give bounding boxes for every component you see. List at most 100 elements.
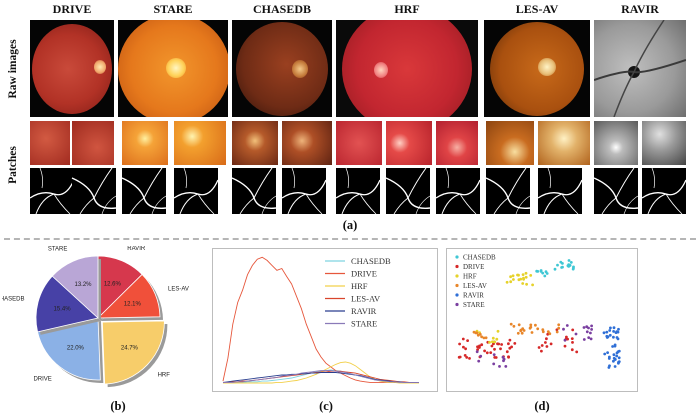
column-header-les-av: LES-AV bbox=[515, 2, 559, 16]
scatter-point-hrf bbox=[511, 274, 515, 278]
scatter-point-stare bbox=[565, 324, 569, 327]
scatter-point-drive bbox=[493, 347, 496, 351]
scatter-point-chasedb bbox=[566, 264, 570, 268]
scatter-point-hrf bbox=[522, 276, 525, 280]
row-label-patches: Patches bbox=[7, 146, 19, 184]
raw-image-hrf bbox=[336, 20, 478, 117]
patch-chasedb-2 bbox=[282, 121, 332, 165]
scatter-point-drive bbox=[507, 342, 510, 346]
scatter-legend-label-drive: DRIVE bbox=[463, 263, 484, 271]
scatter-point-hrf bbox=[524, 275, 528, 279]
pie-percent-stare: 13.2% bbox=[75, 282, 93, 288]
column-header-hrf: HRF bbox=[394, 2, 420, 16]
scatter-point-stare bbox=[582, 338, 586, 341]
scatter-point-hrf bbox=[509, 275, 512, 279]
scatter-point-drive bbox=[465, 356, 469, 359]
scatter-point-drive bbox=[476, 348, 479, 351]
column-header-stare: STARE bbox=[153, 2, 193, 16]
scatter-point-ravir bbox=[614, 331, 618, 334]
scatter-legend-label-stare: STARE bbox=[463, 301, 485, 309]
scatter-point-les-av bbox=[541, 328, 545, 332]
pie-percent-les-av: 12.1% bbox=[124, 302, 142, 308]
scatter-point-drive bbox=[466, 339, 469, 342]
scatter-point-ravir bbox=[612, 359, 615, 363]
scatter-point-ravir bbox=[606, 335, 610, 339]
scatter-point-stare bbox=[562, 327, 565, 331]
pie-slice-hrf bbox=[101, 320, 165, 385]
scatter-point-ravir bbox=[607, 366, 611, 369]
scatter-point-stare bbox=[585, 330, 589, 334]
scatter-point-drive bbox=[513, 342, 517, 345]
scatter-point-hrf bbox=[516, 273, 519, 277]
line-series-ravir bbox=[222, 372, 419, 383]
row-label-raw-images: Raw images bbox=[7, 39, 19, 99]
scatter-point-ravir bbox=[612, 353, 616, 357]
scatter-point-hrf bbox=[519, 277, 523, 281]
scatter-point-ravir bbox=[615, 336, 619, 339]
pie-percent-drive: 22.0% bbox=[67, 346, 85, 352]
patch-ravir-1 bbox=[594, 121, 638, 165]
scatter-point-les-av bbox=[536, 327, 540, 331]
scatter-point-hrf bbox=[491, 336, 495, 340]
scatter-point-stare bbox=[475, 350, 479, 354]
raw-image-drive bbox=[30, 20, 114, 117]
scatter-point-les-av bbox=[530, 331, 534, 334]
patch-hrf-3 bbox=[436, 121, 478, 165]
scatter-point-les-av bbox=[480, 335, 483, 339]
column-header-chasedb: CHASEDB bbox=[252, 2, 311, 16]
scatter-point-les-av bbox=[519, 328, 523, 332]
pie-slice-stare bbox=[51, 255, 99, 319]
scatter-point-stare bbox=[589, 337, 593, 341]
scatter-point-les-av bbox=[516, 331, 520, 335]
legend-label-ravir: RAVIR bbox=[351, 306, 377, 316]
scatter-legend-marker-les-av bbox=[455, 283, 459, 288]
line-series-stare bbox=[223, 370, 419, 383]
scatter-point-stare bbox=[504, 365, 508, 368]
scatter-point-les-av bbox=[529, 323, 533, 327]
patch-hrf-1 bbox=[336, 121, 382, 165]
scatter-legend-label-ravir: RAVIR bbox=[463, 292, 484, 300]
pie-percent-hrf: 24.7% bbox=[121, 346, 139, 352]
scatter-point-chasedb bbox=[572, 265, 575, 269]
scatter-point-stare bbox=[502, 359, 505, 363]
scatter-point-hrf bbox=[524, 271, 528, 275]
scatter-point-stare bbox=[589, 331, 592, 335]
scatter-point-ravir bbox=[605, 330, 609, 334]
scatter-point-hrf bbox=[491, 340, 494, 344]
scatter-point-drive bbox=[565, 335, 568, 339]
panel-label-d: (d) bbox=[534, 399, 550, 413]
scatter-point-les-av bbox=[555, 330, 559, 334]
scatter-point-drive bbox=[508, 338, 512, 342]
scatter-point-ravir bbox=[606, 351, 609, 354]
line-chart-frame bbox=[212, 248, 438, 392]
scatter-point-drive bbox=[500, 343, 503, 346]
legend-label-chasedb: CHASEDB bbox=[351, 256, 391, 266]
scatter-point-les-av bbox=[529, 325, 533, 329]
scatter-point-ravir bbox=[609, 326, 612, 330]
scatter-point-drive bbox=[464, 347, 467, 351]
patch-stare-1 bbox=[122, 121, 168, 165]
scatter-point-ravir bbox=[612, 326, 616, 330]
scatter-point-les-av bbox=[478, 332, 482, 336]
scatter-point-drive bbox=[505, 350, 509, 354]
pie-label-stare: STARE bbox=[48, 246, 68, 252]
scatter-point-hrf bbox=[512, 278, 515, 281]
scatter-point-drive bbox=[493, 356, 497, 359]
scatter-legend-marker-hrf bbox=[455, 274, 459, 278]
scatter-point-ravir bbox=[603, 352, 607, 356]
section-divider bbox=[4, 238, 696, 240]
raw-image-chasedb bbox=[232, 20, 332, 117]
scatter-point-chasedb bbox=[545, 272, 549, 275]
pie-label-drive: DRIVE bbox=[33, 376, 51, 382]
scatter-point-ravir bbox=[617, 327, 620, 331]
raw-image-stare bbox=[118, 20, 228, 117]
legend-label-stare: STARE bbox=[351, 319, 377, 329]
scatter-point-drive bbox=[507, 355, 510, 359]
scatter-point-hrf bbox=[521, 282, 525, 285]
scatter-point-hrf bbox=[505, 280, 509, 284]
scatter-legend-label-hrf: HRF bbox=[463, 273, 477, 281]
scatter-point-les-av bbox=[534, 323, 537, 327]
scatter-point-drive bbox=[476, 345, 479, 349]
scatter-point-stare bbox=[563, 338, 567, 342]
